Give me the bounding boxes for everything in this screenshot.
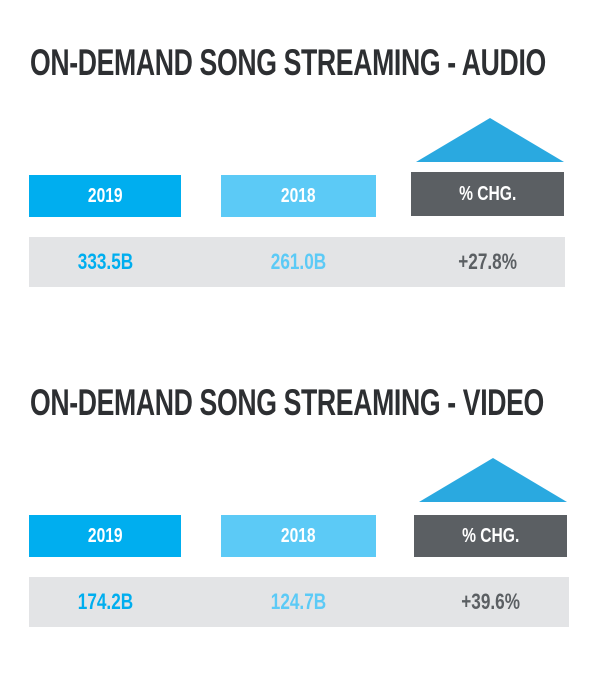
up-triangle-icon xyxy=(419,458,567,502)
header-label: 2018 xyxy=(281,524,316,547)
column-header-2018: 2018 xyxy=(221,175,376,217)
value-row: 333.5B 261.0B +27.8% xyxy=(29,237,565,287)
column-header-2018: 2018 xyxy=(221,515,376,557)
column-header-2019: 2019 xyxy=(29,515,181,557)
value-2019: 333.5B xyxy=(29,237,181,287)
header-label: % CHG. xyxy=(461,524,520,547)
video-section-title: ON-DEMAND SONG STREAMING - VIDEO xyxy=(30,382,544,423)
value-percent-change: +39.6% xyxy=(414,577,567,627)
value-2019: 174.2B xyxy=(29,577,181,627)
header-label: % CHG. xyxy=(458,182,517,205)
video-streaming-section: ON-DEMAND SONG STREAMING - VIDEO 2019 20… xyxy=(0,340,595,640)
column-header-2019: 2019 xyxy=(29,175,181,217)
column-header-percent-change: % CHG. xyxy=(411,172,564,216)
value-label: 124.7B xyxy=(270,589,327,614)
header-label: 2018 xyxy=(281,184,316,207)
column-header-percent-change: % CHG. xyxy=(414,515,567,557)
value-label: 333.5B xyxy=(77,249,133,274)
value-percent-change: +27.8% xyxy=(411,237,564,287)
value-2018: 261.0B xyxy=(221,237,376,287)
value-2018: 124.7B xyxy=(221,577,376,627)
value-label: +39.6% xyxy=(461,589,520,614)
value-label: 174.2B xyxy=(77,589,133,614)
header-label: 2019 xyxy=(87,184,123,207)
value-label: 261.0B xyxy=(270,249,327,274)
value-label: +27.8% xyxy=(458,249,517,274)
up-triangle-icon xyxy=(416,118,564,162)
value-row: 174.2B 124.7B +39.6% xyxy=(29,577,569,627)
header-label: 2019 xyxy=(87,524,123,547)
audio-section-title: ON-DEMAND SONG STREAMING - AUDIO xyxy=(30,42,546,83)
audio-streaming-section: ON-DEMAND SONG STREAMING - AUDIO 2019 20… xyxy=(0,0,595,300)
